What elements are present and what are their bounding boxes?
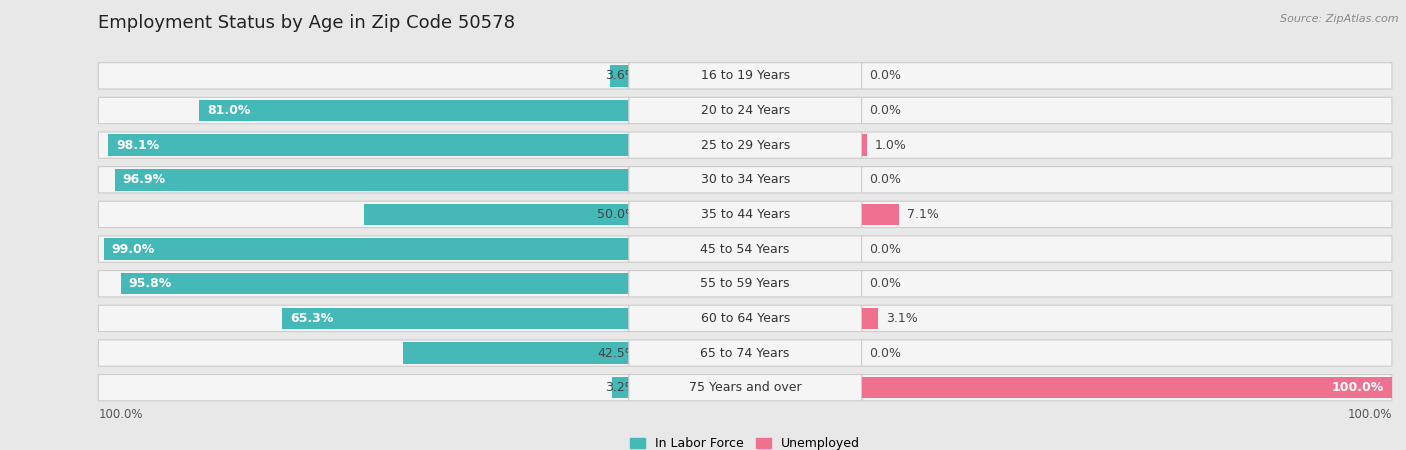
Text: 16 to 19 Years: 16 to 19 Years: [700, 69, 790, 82]
Text: 55 to 59 Years: 55 to 59 Years: [700, 277, 790, 290]
FancyBboxPatch shape: [628, 201, 862, 228]
FancyBboxPatch shape: [862, 63, 1392, 89]
FancyBboxPatch shape: [628, 374, 862, 401]
FancyBboxPatch shape: [862, 201, 1392, 228]
Bar: [283, 308, 628, 329]
Text: 7.1%: 7.1%: [907, 208, 939, 221]
FancyBboxPatch shape: [862, 374, 1392, 401]
FancyBboxPatch shape: [628, 340, 862, 366]
FancyBboxPatch shape: [98, 236, 628, 262]
FancyBboxPatch shape: [98, 63, 628, 89]
FancyBboxPatch shape: [98, 270, 628, 297]
Text: 0.0%: 0.0%: [869, 104, 901, 117]
FancyBboxPatch shape: [628, 166, 862, 193]
FancyBboxPatch shape: [98, 305, 628, 332]
Text: Source: ZipAtlas.com: Source: ZipAtlas.com: [1281, 14, 1399, 23]
FancyBboxPatch shape: [628, 97, 862, 124]
Bar: [862, 204, 900, 225]
FancyBboxPatch shape: [862, 97, 1392, 124]
Bar: [612, 377, 628, 398]
Bar: [108, 135, 628, 156]
Text: 96.9%: 96.9%: [122, 173, 166, 186]
Text: 65 to 74 Years: 65 to 74 Years: [700, 346, 790, 360]
Bar: [115, 169, 628, 190]
Text: 3.1%: 3.1%: [886, 312, 918, 325]
FancyBboxPatch shape: [628, 63, 862, 89]
Text: 0.0%: 0.0%: [869, 243, 901, 256]
Bar: [121, 273, 628, 294]
Text: 60 to 64 Years: 60 to 64 Years: [700, 312, 790, 325]
Text: 35 to 44 Years: 35 to 44 Years: [700, 208, 790, 221]
Text: 0.0%: 0.0%: [869, 69, 901, 82]
FancyBboxPatch shape: [628, 270, 862, 297]
Text: 50.0%: 50.0%: [596, 208, 637, 221]
Text: 30 to 34 Years: 30 to 34 Years: [700, 173, 790, 186]
Text: 100.0%: 100.0%: [1347, 409, 1392, 422]
Text: 98.1%: 98.1%: [117, 139, 160, 152]
FancyBboxPatch shape: [862, 166, 1392, 193]
Bar: [104, 238, 628, 260]
Text: 25 to 29 Years: 25 to 29 Years: [700, 139, 790, 152]
Text: 65.3%: 65.3%: [291, 312, 333, 325]
Text: 0.0%: 0.0%: [869, 346, 901, 360]
Text: 100.0%: 100.0%: [98, 409, 143, 422]
Bar: [200, 100, 628, 121]
FancyBboxPatch shape: [628, 132, 862, 158]
Text: 100.0%: 100.0%: [1331, 381, 1384, 394]
FancyBboxPatch shape: [862, 270, 1392, 297]
FancyBboxPatch shape: [98, 132, 628, 158]
Text: 45 to 54 Years: 45 to 54 Years: [700, 243, 790, 256]
Bar: [404, 342, 628, 364]
Text: 3.2%: 3.2%: [605, 381, 637, 394]
Bar: [862, 308, 877, 329]
Text: 20 to 24 Years: 20 to 24 Years: [700, 104, 790, 117]
FancyBboxPatch shape: [98, 374, 628, 401]
Bar: [862, 377, 1392, 398]
FancyBboxPatch shape: [98, 340, 628, 366]
Text: 42.5%: 42.5%: [598, 346, 637, 360]
Bar: [862, 135, 868, 156]
Text: 0.0%: 0.0%: [869, 173, 901, 186]
Bar: [364, 204, 628, 225]
Text: 81.0%: 81.0%: [207, 104, 250, 117]
Text: 0.0%: 0.0%: [869, 277, 901, 290]
Text: 1.0%: 1.0%: [875, 139, 907, 152]
Text: 95.8%: 95.8%: [129, 277, 172, 290]
Text: 75 Years and over: 75 Years and over: [689, 381, 801, 394]
FancyBboxPatch shape: [862, 340, 1392, 366]
FancyBboxPatch shape: [98, 201, 628, 228]
FancyBboxPatch shape: [862, 305, 1392, 332]
FancyBboxPatch shape: [628, 305, 862, 332]
FancyBboxPatch shape: [98, 97, 628, 124]
FancyBboxPatch shape: [628, 236, 862, 262]
Bar: [610, 65, 628, 86]
Text: Employment Status by Age in Zip Code 50578: Employment Status by Age in Zip Code 505…: [98, 14, 516, 32]
FancyBboxPatch shape: [98, 166, 628, 193]
Text: 3.6%: 3.6%: [605, 69, 637, 82]
FancyBboxPatch shape: [862, 236, 1392, 262]
Legend: In Labor Force, Unemployed: In Labor Force, Unemployed: [626, 432, 865, 450]
Text: 99.0%: 99.0%: [111, 243, 155, 256]
FancyBboxPatch shape: [862, 132, 1392, 158]
